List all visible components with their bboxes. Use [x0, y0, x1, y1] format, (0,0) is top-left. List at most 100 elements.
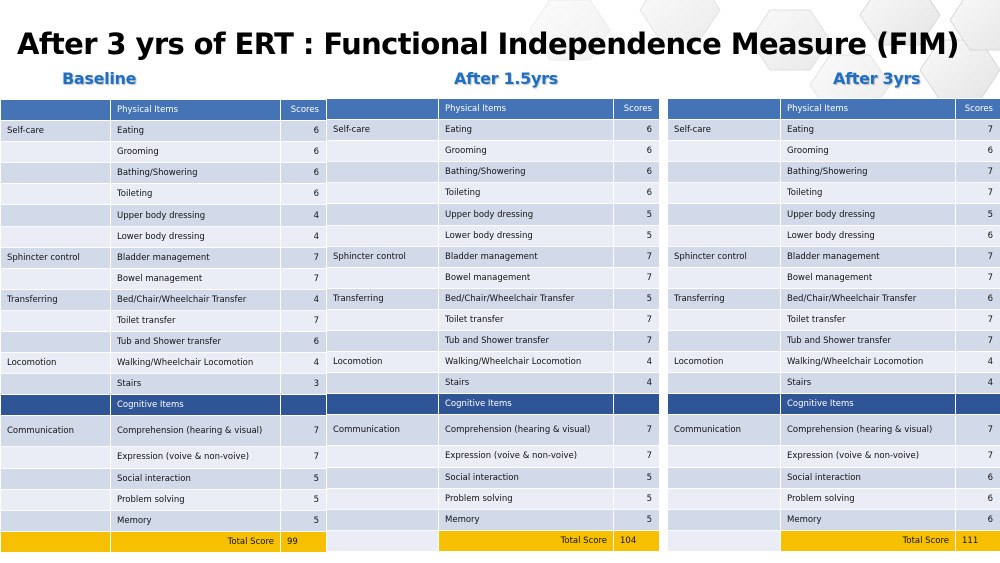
section-blank-cell	[280, 394, 327, 417]
table-header-row: Physical Items Scores	[667, 97, 1000, 121]
category-cell	[667, 445, 781, 468]
total-blank-cell	[0, 530, 111, 553]
item-cell: Bowel management	[110, 267, 281, 290]
table-row: Stairs 3	[0, 373, 327, 396]
item-cell: Bowel management	[780, 266, 956, 289]
score-cell: 5	[280, 488, 327, 511]
table-row: Locomotion Walking/Wheelchair Locomotion 4	[0, 352, 327, 375]
item-cell: Bladder management	[780, 245, 956, 268]
cognitive-items-header: Cognitive Items	[110, 394, 281, 417]
cognitive-header-row: Cognitive Items	[0, 394, 327, 417]
total-score-label: Total Score	[438, 529, 614, 552]
item-cell: Problem solving	[438, 487, 614, 510]
item-cell: Grooming	[780, 140, 956, 163]
score-cell: 4	[280, 225, 327, 248]
table-row: Locomotion Walking/Wheelchair Locomotion 4	[326, 351, 660, 374]
table-header-row: Physical Items Scores	[0, 98, 327, 122]
table-header-row: Physical Items Scores	[326, 97, 660, 121]
header-physical-items: Physical Items	[780, 97, 956, 121]
category-cell	[326, 372, 439, 395]
table-row: Upper body dressing 5	[667, 203, 1000, 226]
item-cell: Toilet transfer	[780, 308, 956, 332]
category-cell	[667, 203, 781, 226]
table-row: Toileting 6	[326, 182, 660, 205]
item-cell: Eating	[110, 120, 281, 143]
table-row: Stairs 4	[667, 372, 1000, 395]
table-row: Toilet transfer 7	[667, 308, 1000, 332]
table-row: Transferring Bed/Chair/Wheelchair Transfe…	[326, 287, 660, 310]
category-cell: Self-care	[326, 119, 439, 142]
table-row: Communication Comprehension (hearing & vi…	[326, 414, 660, 447]
category-cell: Self-care	[667, 119, 781, 142]
table-row: Bathing/Showering 7	[667, 161, 1000, 184]
table-row: Lower body dressing 6	[667, 224, 1000, 247]
category-cell	[667, 182, 781, 205]
score-cell: 6	[613, 119, 660, 142]
category-cell	[326, 266, 439, 289]
heading-baseline: Baseline	[62, 69, 137, 88]
score-cell: 4	[613, 372, 660, 395]
item-cell: Toilet transfer	[438, 308, 614, 332]
section-blank-cell	[0, 394, 111, 417]
header-blank-cell	[0, 98, 111, 122]
item-cell: Grooming	[110, 141, 281, 164]
score-cell: 6	[280, 183, 327, 206]
item-cell: Expression (voive & non-voive)	[110, 446, 281, 469]
score-cell: 6	[955, 140, 1000, 163]
total-score-label: Total Score	[780, 529, 956, 552]
table-row: Sphincter control Bladder management 7	[326, 245, 660, 268]
total-score-value: 111	[955, 529, 1000, 552]
item-cell: Upper body dressing	[780, 203, 956, 226]
item-cell: Stairs	[110, 373, 281, 396]
score-cell: 4	[613, 351, 660, 374]
item-cell: Toileting	[110, 183, 281, 206]
item-cell: Bladder management	[438, 245, 614, 268]
score-cell: 5	[613, 508, 660, 531]
item-cell: Bathing/Showering	[438, 161, 614, 184]
score-cell: 7	[613, 330, 660, 353]
score-cell: 6	[955, 224, 1000, 247]
category-cell	[0, 267, 111, 290]
score-cell: 5	[613, 203, 660, 226]
category-cell: Self-care	[0, 120, 111, 143]
item-cell: Comprehension (hearing & visual)	[438, 414, 614, 447]
item-cell: Toilet transfer	[110, 309, 281, 333]
table-row: Toilet transfer 7	[0, 309, 327, 333]
section-blank-cell	[613, 393, 660, 416]
table-row: Bathing/Showering 6	[0, 162, 327, 185]
item-cell: Social interaction	[780, 466, 956, 489]
category-cell: Sphincter control	[0, 246, 111, 269]
category-cell: Locomotion	[326, 351, 439, 374]
score-cell: 3	[280, 373, 327, 396]
table-row: Grooming 6	[326, 140, 660, 163]
header-scores: Scores	[280, 98, 327, 122]
hexagon-background	[530, 0, 1000, 100]
item-cell: Bathing/Showering	[780, 161, 956, 184]
item-cell: Toileting	[780, 182, 956, 205]
category-cell: Transferring	[667, 287, 781, 310]
score-cell: 7	[280, 267, 327, 290]
item-cell: Bed/Chair/Wheelchair Transfer	[110, 288, 281, 311]
total-row: Total Score 111	[667, 529, 1000, 552]
category-cell	[0, 183, 111, 206]
table-row: Self-care Eating 7	[667, 119, 1000, 142]
score-cell: 5	[613, 224, 660, 247]
score-cell: 6	[280, 120, 327, 143]
category-cell	[0, 467, 111, 490]
item-cell: Social interaction	[438, 466, 614, 489]
item-cell: Walking/Wheelchair Locomotion	[438, 351, 614, 374]
category-cell: Sphincter control	[326, 245, 439, 268]
table-row: Tub and Shower transfer 6	[0, 331, 327, 354]
table-row: Grooming 6	[667, 140, 1000, 163]
item-cell: Bed/Chair/Wheelchair Transfer	[780, 287, 956, 310]
table-row: Toileting 7	[667, 182, 1000, 205]
item-cell: Walking/Wheelchair Locomotion	[780, 351, 956, 374]
category-cell	[326, 308, 439, 332]
header-blank-cell	[667, 97, 781, 121]
table-row: Grooming 6	[0, 141, 327, 164]
category-cell: Communication	[326, 414, 439, 447]
item-cell: Bladder management	[110, 246, 281, 269]
table-row: Sphincter control Bladder management 7	[0, 246, 327, 269]
table-row: Bowel management 7	[0, 267, 327, 290]
item-cell: Lower body dressing	[780, 224, 956, 247]
